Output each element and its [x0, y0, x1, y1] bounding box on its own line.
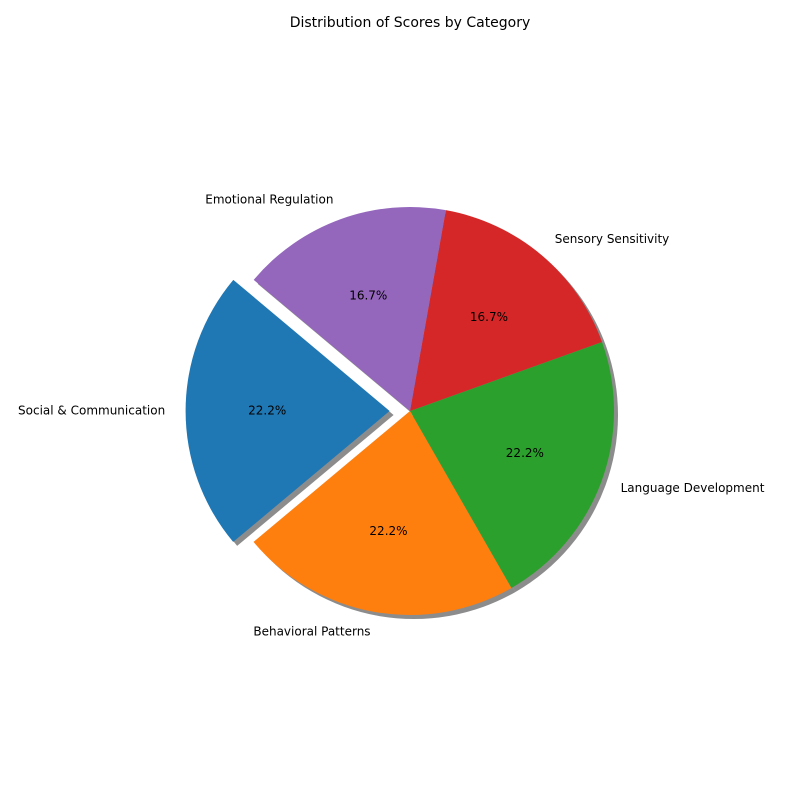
category-label-behavioral-patterns: Behavioral Patterns [253, 624, 370, 638]
pie-slices [185, 207, 614, 615]
percent-label-social-communication: 22.2% [248, 403, 286, 417]
percent-label-emotional-regulation: 16.7% [349, 288, 387, 302]
percent-label-language-development: 22.2% [506, 446, 544, 460]
percent-label-sensory-sensitivity: 16.7% [470, 310, 508, 324]
chart-title: Distribution of Scores by Category [290, 15, 531, 31]
pie-slice-behavioral-patterns [253, 411, 512, 615]
category-label-language-development: Language Development [621, 481, 765, 495]
pie-slice-social-communication [185, 279, 390, 542]
category-label-social-communication: Social & Communication [18, 403, 165, 417]
category-label-emotional-regulation: Emotional Regulation [205, 193, 333, 207]
category-labels: Social & Communication Behavioral Pattern… [18, 193, 765, 639]
percent-labels: 22.2% 22.2% 22.2% 16.7% 16.7% [248, 288, 544, 538]
pie-slice-sensory-sensitivity [410, 210, 602, 411]
pie-slice-language-development [410, 342, 614, 588]
pie-slice-emotional-regulation [253, 207, 446, 411]
percent-label-behavioral-patterns: 22.2% [369, 524, 407, 538]
category-label-sensory-sensitivity: Sensory Sensitivity [555, 232, 670, 246]
